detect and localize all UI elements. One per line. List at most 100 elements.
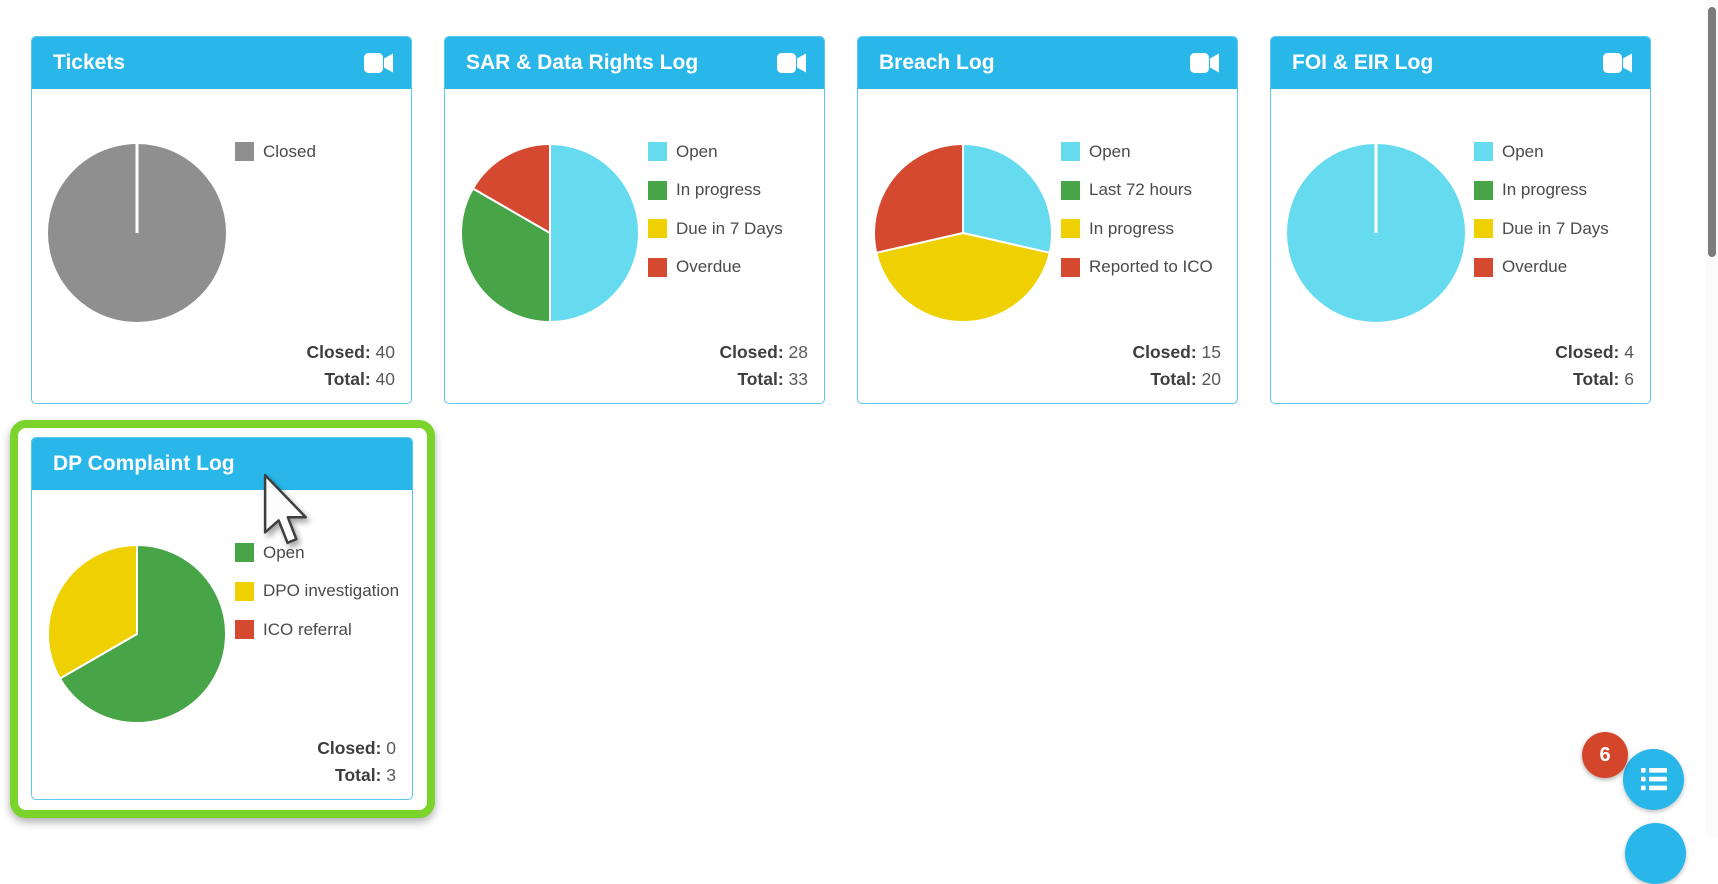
legend-label: Open bbox=[1089, 141, 1131, 161]
scrollbar-thumb[interactable] bbox=[1708, 7, 1716, 257]
legend-swatch bbox=[1474, 142, 1493, 161]
legend-label: In progress bbox=[676, 180, 762, 199]
legend-row[interactable]: Due in 7 Days bbox=[648, 219, 783, 238]
total-count: Total: 20 bbox=[1150, 369, 1221, 389]
video-camera-icon[interactable] bbox=[776, 52, 807, 74]
card-header[interactable]: FOI & EIR Log bbox=[1271, 37, 1650, 89]
legend-row[interactable]: ICO referral bbox=[235, 620, 399, 639]
card-title: FOI & EIR Log bbox=[1292, 51, 1434, 74]
card-header[interactable]: Tickets bbox=[32, 37, 411, 89]
pie-chart[interactable] bbox=[45, 542, 229, 726]
legend: Open DPO investigation ICO referral bbox=[235, 543, 399, 659]
legend-swatch bbox=[648, 219, 667, 238]
legend-swatch bbox=[235, 620, 254, 639]
total-count: Total: 6 bbox=[1573, 369, 1634, 389]
card-header[interactable]: Breach Log bbox=[858, 37, 1237, 89]
summary-totals: Closed: 4 Total: 6 bbox=[1555, 339, 1634, 393]
legend-label: Open bbox=[263, 542, 305, 562]
legend: Open In progress Due in 7 Days Overdue bbox=[648, 142, 783, 296]
video-camera-icon[interactable] bbox=[1602, 52, 1633, 74]
fab-menu-button[interactable] bbox=[1623, 749, 1684, 810]
legend-row[interactable]: Open bbox=[1061, 142, 1213, 161]
total-count: Total: 40 bbox=[324, 369, 395, 389]
card-breach-log[interactable]: Breach Log Open Last 72 hours In progress R… bbox=[857, 36, 1238, 404]
card-title: SAR & Data Rights Log bbox=[466, 51, 699, 74]
legend-row[interactable]: Open bbox=[235, 543, 399, 562]
total-count: Total: 3 bbox=[335, 765, 396, 785]
legend-row[interactable]: Open bbox=[1474, 142, 1609, 161]
closed-count: Closed: 40 bbox=[306, 342, 395, 362]
legend: Open In progress Due in 7 Days Overdue bbox=[1474, 142, 1609, 296]
legend-label: In progress bbox=[1089, 218, 1175, 238]
card-body: Closed Closed: 40 Total: 40 bbox=[32, 89, 411, 403]
legend-row[interactable]: In progress bbox=[1061, 219, 1213, 238]
card-header[interactable]: SAR & Data Rights Log bbox=[445, 37, 824, 89]
card-sar-data-rights-log[interactable]: SAR & Data Rights Log Open In progress Due… bbox=[444, 36, 825, 404]
pie-chart[interactable] bbox=[1284, 141, 1468, 325]
legend-row[interactable]: Due in 7 Days bbox=[1474, 219, 1609, 238]
summary-totals: Closed: 40 Total: 40 bbox=[306, 339, 395, 393]
legend-row[interactable]: DPO investigation bbox=[235, 581, 400, 601]
summary-totals: Closed: 0 Total: 3 bbox=[317, 735, 396, 789]
legend-swatch bbox=[648, 257, 667, 277]
pie-chart[interactable] bbox=[45, 141, 229, 325]
summary-totals: Closed: 28 Total: 33 bbox=[719, 339, 808, 393]
pie-chart[interactable] bbox=[871, 141, 1055, 325]
closed-count: Closed: 28 bbox=[719, 342, 808, 362]
legend-swatch bbox=[235, 543, 254, 562]
selection-highlight-box: DP Complaint Log Open DPO investigation IC… bbox=[10, 420, 435, 818]
legend-swatch bbox=[235, 142, 254, 161]
legend-swatch bbox=[648, 142, 667, 161]
legend-swatch bbox=[235, 581, 254, 601]
card-header[interactable]: DP Complaint Log bbox=[32, 438, 412, 490]
legend-row[interactable]: Reported to ICO bbox=[1061, 257, 1213, 277]
legend-swatch bbox=[1061, 257, 1080, 277]
mouse-cursor-icon bbox=[263, 473, 307, 545]
summary-totals: Closed: 15 Total: 20 bbox=[1132, 339, 1221, 393]
video-camera-icon[interactable] bbox=[363, 52, 394, 74]
card-title: Tickets bbox=[53, 51, 125, 74]
total-count: Total: 33 bbox=[737, 369, 808, 389]
legend-swatch bbox=[1474, 219, 1493, 238]
legend: Closed bbox=[235, 142, 316, 181]
legend-label: Overdue bbox=[1502, 257, 1568, 276]
card-dp-complaint-log[interactable]: DP Complaint Log Open DPO investigation IC… bbox=[31, 437, 413, 800]
closed-count: Closed: 15 bbox=[1132, 342, 1221, 362]
legend-row[interactable]: Overdue bbox=[648, 257, 783, 277]
legend-swatch bbox=[1061, 219, 1080, 238]
legend-label: In progress bbox=[1502, 180, 1588, 199]
dashboard-page: { "colors": { "header_blue": "#29B6E9", … bbox=[10, 7, 1716, 884]
legend-label: Due in 7 Days bbox=[1502, 218, 1609, 238]
legend-label: Last 72 hours bbox=[1089, 180, 1193, 199]
legend-label: Closed bbox=[263, 141, 316, 161]
legend-row[interactable]: Last 72 hours bbox=[1061, 180, 1213, 200]
fab-secondary-button[interactable] bbox=[1625, 823, 1686, 884]
pie-chart[interactable] bbox=[458, 141, 642, 325]
legend-label: Reported to ICO bbox=[1089, 257, 1213, 276]
closed-count: Closed: 4 bbox=[1555, 342, 1634, 362]
legend-swatch bbox=[1474, 257, 1493, 277]
legend-swatch bbox=[648, 180, 667, 200]
notification-badge[interactable]: 6 bbox=[1582, 732, 1628, 778]
card-body: Open In progress Due in 7 Days Overdue Clos… bbox=[445, 89, 824, 403]
video-camera-icon[interactable] bbox=[1189, 52, 1220, 74]
legend: Open Last 72 hours In progress Reported to … bbox=[1061, 142, 1213, 296]
legend-row[interactable]: In progress bbox=[1474, 180, 1609, 200]
legend-row[interactable]: Overdue bbox=[1474, 257, 1609, 277]
legend-label: DPO investigation bbox=[263, 581, 400, 600]
legend-row[interactable]: Closed bbox=[235, 142, 316, 161]
card-title: DP Complaint Log bbox=[53, 452, 235, 475]
legend-label: Overdue bbox=[676, 257, 742, 276]
legend-row[interactable]: Open bbox=[648, 142, 783, 161]
legend-label: Due in 7 Days bbox=[676, 218, 783, 238]
list-menu-icon bbox=[1640, 768, 1667, 791]
legend-row[interactable]: In progress bbox=[648, 180, 783, 200]
legend-swatch bbox=[1474, 180, 1493, 200]
legend-label: Open bbox=[1502, 141, 1544, 161]
card-foi-eir-log[interactable]: FOI & EIR Log Open In progress Due in 7 Da… bbox=[1270, 36, 1651, 404]
legend-swatch bbox=[1061, 142, 1080, 161]
legend-swatch bbox=[1061, 180, 1080, 200]
card-tickets[interactable]: Tickets Closed Closed: 40 Total: 40 bbox=[31, 36, 412, 404]
card-body: Open In progress Due in 7 Days Overdue Clos… bbox=[1271, 89, 1650, 403]
legend-label: Open bbox=[676, 141, 718, 161]
